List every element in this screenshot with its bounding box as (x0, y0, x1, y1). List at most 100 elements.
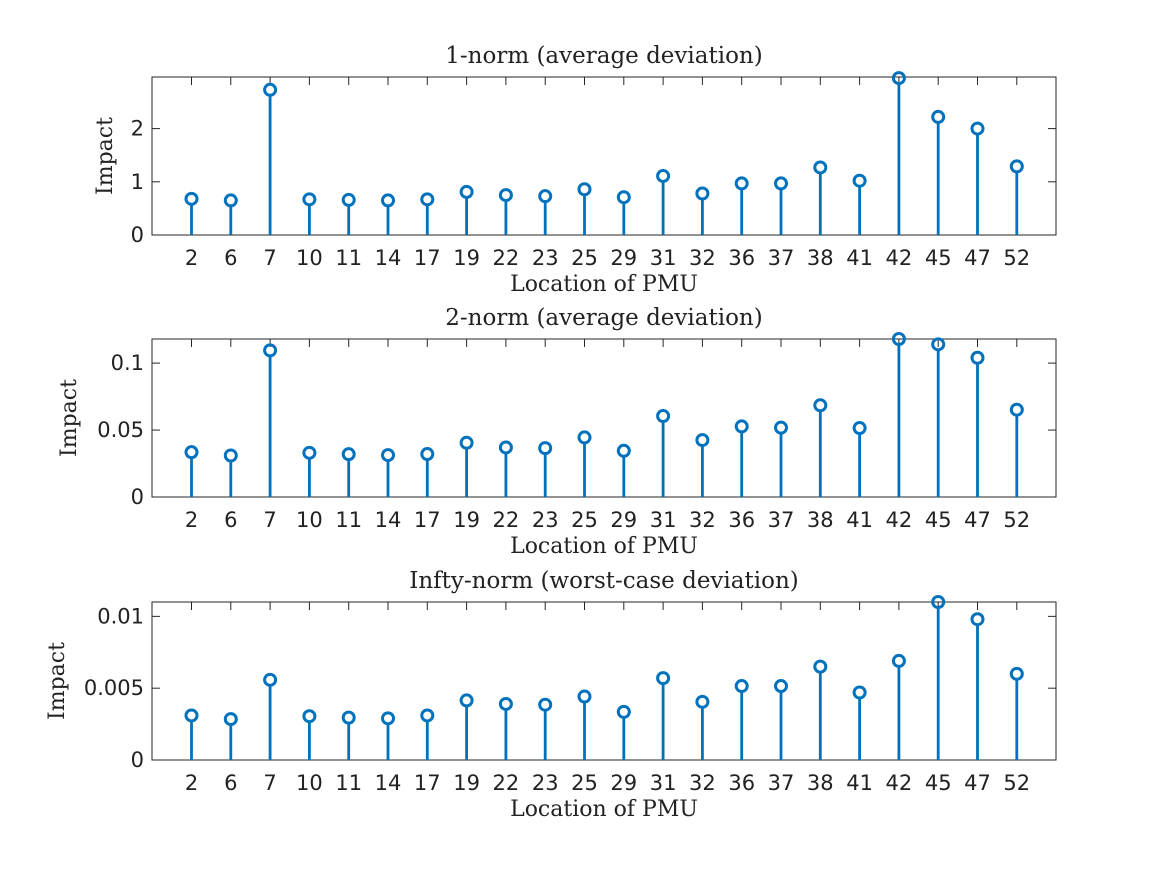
stem-marker (970, 121, 985, 136)
x-tick-label: 41 (846, 508, 873, 532)
x-tick-label: 6 (224, 508, 237, 532)
stem-marker (459, 184, 474, 199)
stem-marker (459, 693, 474, 708)
x-tick-label: 17 (414, 246, 441, 270)
stem-marker (184, 708, 199, 723)
x-tick-label: 37 (768, 246, 795, 270)
subplot-2: 2-norm (average deviation) 2 6 7 10 11 14 17 19 2… (57, 305, 1057, 559)
x-tick-label: 32 (689, 771, 716, 795)
x-tick-label: 2 (185, 508, 198, 532)
y-tick-label: 0 (131, 748, 144, 772)
y-tick-label: 0 (131, 485, 144, 509)
x-tick-label: 36 (728, 246, 755, 270)
stem-marker (223, 712, 238, 727)
stem-marker (1009, 402, 1024, 417)
x-tick-label: 45 (925, 246, 952, 270)
stem-marker (381, 711, 395, 726)
stem-marker (931, 109, 946, 124)
x-tick-label: 25 (571, 508, 598, 532)
x-tick-label: 29 (610, 771, 637, 795)
x-tick-label: 6 (224, 246, 237, 270)
y-tick-label: 0.005 (84, 676, 144, 700)
x-tick-label: 31 (650, 508, 677, 532)
x-axis-label: Location of PMU (510, 272, 698, 297)
x-tick-label: 38 (807, 508, 834, 532)
subplot-title: 1-norm (average deviation) (445, 43, 762, 69)
stem-marker (498, 696, 513, 711)
x-tick-label: 11 (335, 246, 362, 270)
x-tick-label: 29 (610, 508, 637, 532)
stem-marker (420, 192, 435, 207)
x-tick-label: 19 (453, 508, 480, 532)
x-tick-label: 36 (728, 771, 755, 795)
stem-marker (263, 672, 278, 687)
x-tick-label: 7 (263, 246, 276, 270)
x-tick-label: 14 (375, 771, 402, 795)
x-tick-label: 10 (296, 508, 323, 532)
y-axis-label: Impact (57, 379, 82, 457)
x-tick-label: 31 (650, 771, 677, 795)
x-tick-label: 22 (493, 771, 520, 795)
stem-marker (656, 671, 671, 686)
stem-marker (774, 679, 788, 694)
stem-marker (813, 398, 828, 413)
x-tick-label: 52 (1003, 246, 1030, 270)
x-tick-label: 32 (689, 246, 716, 270)
x-tick-label: 2 (185, 771, 198, 795)
stem-marker (852, 685, 867, 700)
stem-marker (498, 188, 513, 203)
stem-marker (1009, 159, 1024, 174)
x-tick-label: 11 (335, 508, 362, 532)
stem-marker (970, 612, 985, 627)
stem-marker (498, 440, 513, 455)
stem-marker (577, 689, 592, 704)
stem-marker (695, 433, 710, 448)
stem-marker (341, 192, 356, 207)
x-tick-label: 29 (610, 246, 637, 270)
stem-marker (184, 191, 199, 206)
x-axis-label: Location of PMU (510, 534, 698, 559)
x-tick-label: 25 (571, 771, 598, 795)
stem-marker (734, 419, 749, 434)
stem-marker (774, 176, 788, 191)
stem-marker (813, 659, 828, 674)
stem-marker (302, 192, 317, 207)
y-tick-label: 2 (131, 117, 144, 141)
x-tick-label: 10 (296, 246, 323, 270)
y-tick-label: 0.1 (111, 351, 144, 375)
stem-marker (774, 420, 788, 435)
x-tick-label: 38 (807, 771, 834, 795)
stem-marker (891, 332, 906, 346)
stem-marker (734, 679, 749, 694)
stem-marker (538, 189, 553, 204)
x-tick-label: 45 (925, 508, 952, 532)
x-tick-label: 7 (263, 771, 276, 795)
axes-box (151, 601, 1057, 761)
stem-marker (420, 447, 435, 462)
stem-marker (341, 447, 356, 462)
axes-box (151, 76, 1057, 236)
stem-marker (302, 445, 317, 460)
stem-marker (577, 430, 592, 445)
stem-marker (616, 443, 631, 458)
axes-box (151, 338, 1057, 498)
x-tick-label: 23 (532, 508, 559, 532)
stem-marker (656, 408, 671, 423)
x-tick-label: 47 (964, 246, 991, 270)
x-tick-label: 52 (1003, 771, 1030, 795)
stem-marker (695, 186, 710, 201)
stem-marker (184, 445, 199, 460)
x-tick-label: 38 (807, 246, 834, 270)
x-axis-label: Location of PMU (510, 797, 698, 822)
x-tick-label: 41 (846, 246, 873, 270)
stem-marker (223, 448, 238, 463)
x-tick-label: 41 (846, 771, 873, 795)
x-tick-label: 19 (453, 771, 480, 795)
stem-marker (577, 182, 592, 197)
stem-marker (891, 71, 906, 86)
x-tick-label: 23 (532, 246, 559, 270)
x-tick-label: 42 (886, 771, 913, 795)
subplot-3: Infty-norm (worst-case deviation) 2 6 7 10 11… (45, 568, 1057, 822)
subplot-title: Infty-norm (worst-case deviation) (409, 568, 798, 594)
x-tick-label: 47 (964, 508, 991, 532)
